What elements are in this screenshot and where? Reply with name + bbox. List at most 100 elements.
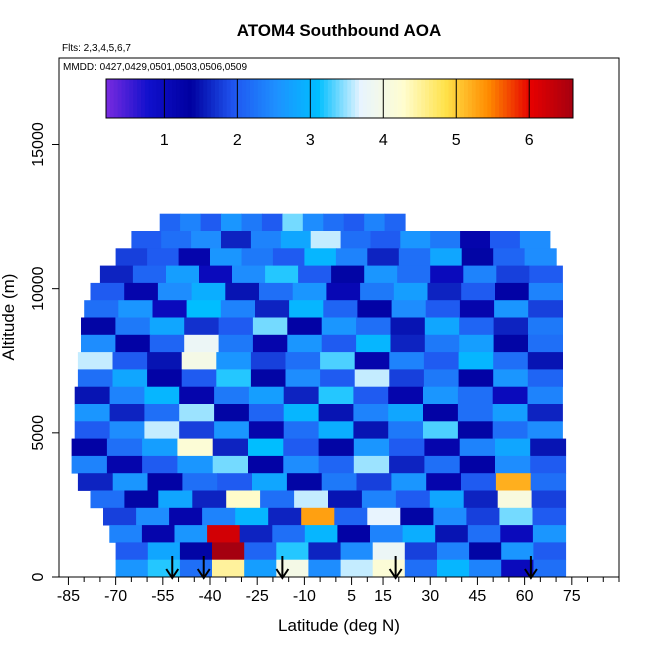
colorbar-segment bbox=[479, 79, 484, 118]
x-tick-label: -10 bbox=[293, 588, 316, 605]
colorbar-segment bbox=[526, 79, 531, 118]
heatmap-cell bbox=[302, 213, 324, 232]
heatmap-cell bbox=[360, 282, 395, 301]
colorbar-segment bbox=[285, 79, 290, 118]
colorbar-segment bbox=[514, 79, 520, 118]
heatmap-cell bbox=[528, 300, 563, 318]
heatmap-cell bbox=[207, 525, 241, 543]
heatmap-cell bbox=[112, 473, 149, 491]
heatmap-cell bbox=[424, 317, 460, 336]
y-tick-label: 10000 bbox=[30, 266, 47, 311]
heatmap-cell bbox=[437, 542, 470, 561]
chart-title: ATOM4 Southbound AOA bbox=[237, 21, 442, 40]
colorbar-segment bbox=[378, 79, 383, 118]
heatmap-cell bbox=[212, 455, 249, 474]
heatmap-cell bbox=[430, 248, 463, 266]
x-tick-label: -25 bbox=[246, 588, 269, 605]
colorbar-segment bbox=[401, 79, 407, 118]
heatmap-cell bbox=[252, 334, 288, 353]
heatmap-cell bbox=[286, 473, 323, 491]
heatmap-cell bbox=[497, 490, 533, 509]
heatmap-cell bbox=[212, 559, 245, 578]
heatmap-cell bbox=[283, 455, 320, 474]
heatmap-cell bbox=[221, 231, 252, 249]
colorbar-segment bbox=[366, 79, 372, 118]
heatmap-cell bbox=[177, 455, 214, 474]
y-tick-label: 15000 bbox=[30, 122, 47, 167]
heatmap-cell bbox=[404, 559, 438, 578]
colorbar-segment bbox=[187, 79, 193, 118]
heatmap-cell bbox=[532, 525, 567, 543]
heatmap-cell bbox=[318, 421, 354, 439]
heatmap-cell bbox=[115, 248, 148, 266]
colorbar-segment bbox=[541, 79, 547, 118]
heatmap-cell bbox=[528, 317, 563, 336]
heatmap-cell bbox=[461, 473, 497, 491]
heatmap-cell bbox=[326, 282, 361, 301]
heatmap-cell bbox=[214, 421, 250, 439]
heatmap-cell bbox=[225, 282, 260, 301]
heatmap-cell bbox=[285, 369, 321, 388]
heatmap-cell bbox=[276, 542, 309, 561]
colorbar-segment bbox=[172, 79, 177, 118]
heatmap-cell bbox=[304, 525, 338, 543]
colorbar-segment bbox=[106, 79, 111, 118]
y-axis-label: Altitude (m) bbox=[0, 274, 18, 361]
heatmap-cell bbox=[184, 334, 220, 353]
colorbar-segment bbox=[464, 79, 469, 118]
heatmap-cell bbox=[112, 352, 148, 370]
heatmap-cell bbox=[161, 231, 192, 249]
heatmap-cell bbox=[248, 438, 284, 457]
heatmap-cell bbox=[179, 542, 213, 561]
heatmap-cell bbox=[532, 507, 567, 526]
colorbar-segment bbox=[246, 79, 251, 118]
colorbar-segment bbox=[288, 79, 294, 118]
colorbar-segment bbox=[296, 79, 302, 118]
heatmap-cell bbox=[469, 559, 502, 578]
heatmap-cell bbox=[353, 404, 389, 422]
heatmap-cell bbox=[147, 352, 183, 370]
colorbar-segment bbox=[214, 79, 220, 118]
colorbar-segment bbox=[382, 79, 387, 118]
colorbar-segment bbox=[487, 79, 492, 118]
colorbar-segment bbox=[109, 79, 115, 118]
heatmap-cell bbox=[132, 265, 167, 284]
heatmap-cell bbox=[287, 317, 323, 336]
heatmap-cell bbox=[157, 282, 193, 301]
colorbar-segment bbox=[537, 79, 543, 118]
heatmap-cell bbox=[179, 386, 215, 405]
heatmap-cell bbox=[252, 473, 288, 491]
heatmap-cell bbox=[118, 300, 154, 318]
heatmap-cell bbox=[527, 404, 563, 422]
heatmap-cell bbox=[372, 559, 406, 578]
heatmap-cell bbox=[343, 213, 365, 232]
heatmap-cell bbox=[283, 421, 320, 439]
x-tick-label: 5 bbox=[347, 588, 356, 605]
heatmap-cell bbox=[71, 455, 108, 474]
heatmap-cell bbox=[423, 404, 459, 422]
flight-arrow-marker bbox=[275, 556, 290, 580]
colorbar-segment bbox=[222, 79, 228, 118]
heatmap-cell bbox=[301, 507, 335, 526]
x-tick-label: -40 bbox=[198, 588, 221, 605]
x-tick-label: 60 bbox=[516, 588, 534, 605]
heatmap-cell bbox=[181, 352, 217, 370]
heatmap-cell bbox=[191, 231, 222, 249]
colorbar-segment bbox=[483, 79, 488, 118]
heatmap-cell bbox=[248, 404, 285, 422]
heatmap-cell bbox=[389, 455, 425, 474]
dates-note: MMDD: 0427,0429,0501,0503,0506,0509 bbox=[63, 62, 247, 73]
colorbar-segment bbox=[292, 79, 298, 118]
heatmap-cell bbox=[527, 369, 563, 388]
heatmap-cell bbox=[283, 438, 320, 457]
colorbar-segment bbox=[374, 79, 379, 118]
heatmap-cell bbox=[391, 300, 427, 318]
heatmap-cell bbox=[367, 507, 401, 526]
heatmap-cell bbox=[391, 473, 427, 491]
heatmap-cell bbox=[435, 525, 469, 543]
heatmap-cell bbox=[425, 300, 461, 318]
heatmap-cell bbox=[323, 213, 345, 232]
heatmap-cell bbox=[393, 282, 429, 301]
colorbar-segment bbox=[421, 79, 426, 118]
heatmap-cell bbox=[463, 490, 499, 509]
